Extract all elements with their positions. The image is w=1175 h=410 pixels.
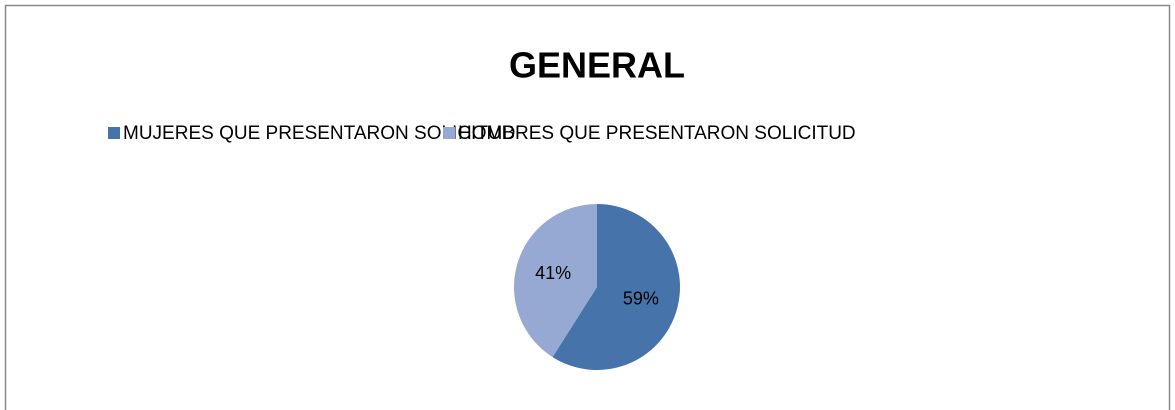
data-label: 59% xyxy=(623,288,659,308)
pie-slice xyxy=(513,204,597,358)
legend-label: MUJERES QUE PRESENTARON SOLICITUD xyxy=(123,123,515,144)
pie-slice xyxy=(552,204,680,370)
legend-swatch xyxy=(443,127,455,139)
legend-label: HOMBRES QUE PRESENTARON SOLICITUD xyxy=(458,123,856,144)
legend-swatch xyxy=(108,127,120,139)
chart-title: GENERAL xyxy=(509,45,685,86)
data-label: 41% xyxy=(535,263,571,283)
